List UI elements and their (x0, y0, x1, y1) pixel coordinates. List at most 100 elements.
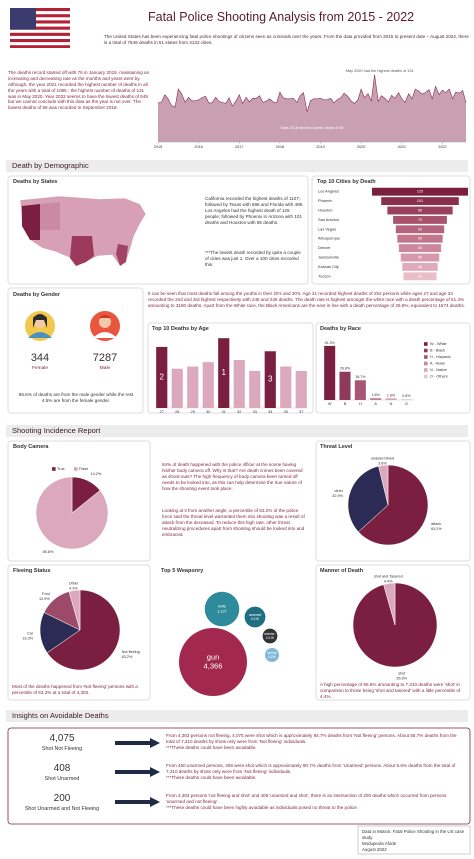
x-tick-label: 30 (206, 410, 210, 414)
category-label: Car (27, 632, 34, 636)
category-label: vehicle (267, 651, 277, 655)
value-label: 3.8% (378, 461, 387, 465)
rank-label: 3 (268, 375, 273, 384)
annotation: Sept 2018 had the lowest death of 59 (281, 126, 344, 130)
value-label: 63.2% (431, 527, 442, 531)
shooting-text: Looking at it from another angle, a perc… (162, 508, 305, 537)
category-label: shot (398, 672, 406, 676)
legend-label: B - Black (430, 349, 445, 353)
insights-box (7, 727, 471, 825)
x-tick-label: 34 (268, 410, 272, 414)
pie-slice (39, 612, 81, 654)
insight-note: ***These deaths could have been avoidabl… (166, 775, 257, 780)
category-label: shot and Tasered (374, 574, 403, 578)
value-label: 12.9% (39, 597, 50, 601)
bar (372, 187, 468, 196)
x-tick-label: 2019 (316, 145, 324, 149)
category-label: knife (218, 605, 226, 609)
insight-label: Shot Unarmed and Not Fleeing (24, 806, 100, 812)
x-tick-label: 2015 (154, 145, 162, 149)
value-label: 32.9% (332, 494, 343, 498)
category-label: Jacksonville (318, 255, 339, 260)
us-map (19, 195, 147, 267)
legend-swatch (424, 342, 428, 346)
fleeing-box (7, 564, 151, 701)
bubble (265, 648, 279, 662)
rank-label: 1 (222, 368, 227, 377)
value-label: 0.19K (268, 655, 277, 659)
bubble (244, 606, 266, 628)
race-box (315, 322, 471, 414)
x-tick-label: O (405, 402, 408, 406)
bar (354, 380, 366, 400)
value-label: 0.21K (266, 636, 275, 640)
insight-note: ***These deaths could have been avoidabl… (166, 745, 257, 750)
legend-swatch (424, 374, 428, 379)
bubble (262, 628, 278, 644)
legend-label: N - Native (430, 368, 447, 372)
states-text: California recorded the highest deaths o… (205, 196, 304, 225)
gender-icons (25, 311, 120, 341)
bodycam-box (7, 440, 151, 562)
section-header: Insights on Avoidable Deaths (6, 710, 468, 722)
bar (397, 234, 443, 243)
legend-label: True (57, 467, 65, 471)
bar (295, 370, 307, 408)
value-label: 1.6% (387, 393, 396, 397)
value-label: 63 (418, 227, 422, 231)
value-label: 1,127 (217, 609, 227, 613)
x-tick-label: 37 (299, 410, 303, 414)
x-tick-label: W (328, 402, 332, 406)
box-title: Manner of Death (320, 568, 364, 574)
legend-swatch (424, 361, 428, 366)
value-label: 95.6% (396, 677, 407, 681)
legend-swatch (74, 467, 78, 471)
x-tick-label: 2018 (276, 145, 284, 149)
x-tick-label: 32 (237, 410, 241, 414)
category-label: undeter.. (264, 632, 277, 636)
gender-note: 95.5% of deaths are from the male gender… (18, 392, 134, 403)
x-tick-label: H (359, 402, 362, 406)
bar (202, 362, 214, 408)
box-title: Body Camera (13, 444, 49, 450)
bubble (179, 628, 247, 696)
age-box (147, 322, 314, 414)
threat-box (315, 440, 471, 562)
footer-line: Data in Motion: Fatal Police Shooting in… (362, 829, 465, 840)
x-tick-label: 2022 (438, 145, 446, 149)
legend-label: A - Asian (430, 362, 445, 366)
bar (403, 272, 437, 281)
value-label: 18.7% (355, 375, 366, 379)
value-label: 46 (418, 265, 422, 269)
bar (264, 351, 276, 408)
states-note: ***The lowest death recorded by quite a … (205, 250, 301, 267)
bubble (204, 591, 240, 627)
x-tick-label: 2021 (398, 145, 406, 149)
states-box (7, 175, 309, 285)
footer-line: Modupeola Afode (362, 840, 397, 846)
category-label: other (334, 489, 343, 493)
x-tick-label: 35 (284, 410, 288, 414)
pie-slice (378, 464, 389, 506)
x-tick-label: 2020 (357, 145, 365, 149)
box-title: Threat Level (320, 444, 353, 450)
pie-slice (46, 589, 121, 671)
box-title: Top 5 Weaponry (161, 568, 204, 574)
bar (171, 368, 183, 408)
legend-swatch (424, 348, 428, 353)
insight-number: 200 (53, 793, 71, 804)
value-label: 4,366 (204, 662, 223, 671)
box-title: Deaths by States (13, 179, 58, 185)
value-label: 125 (417, 190, 423, 194)
bar (395, 225, 445, 234)
footer-line: August 2022 (362, 846, 387, 852)
x-tick-label: 27 (160, 410, 164, 414)
male-count: 7287 (92, 352, 118, 364)
category-label: Los Angeles (318, 189, 339, 194)
bar (370, 398, 382, 400)
category-label: unarmed (249, 613, 262, 617)
bar (324, 345, 336, 400)
bar (381, 197, 459, 206)
category-label: Not fleeing (122, 650, 140, 654)
